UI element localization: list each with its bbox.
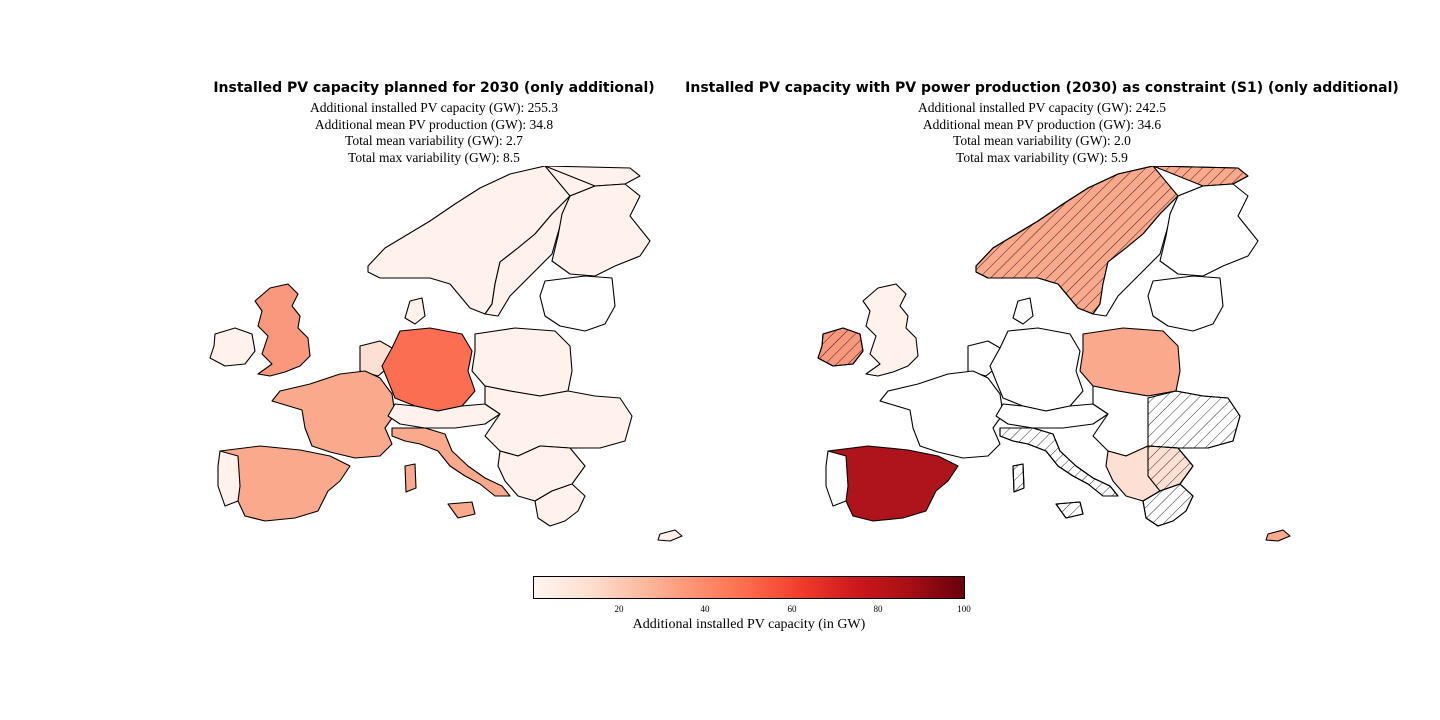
country-portugal [825,450,849,507]
hatch-eastern-europe [1147,390,1241,449]
country-finland [551,183,651,277]
country-france [879,370,1004,459]
country-greece [534,483,586,527]
colorbar-tick-20: 20 [614,604,624,614]
country-finland [1159,183,1259,277]
left-stat-production: Additional mean PV production (GW): 34.8 [314,116,554,132]
country-eastern-europe [484,385,633,457]
country-alpine-central [995,403,1109,429]
right-stat-production: Additional mean PV production (GW): 34.6 [922,116,1162,132]
left-map-title: Installed PV capacity planned for 2030 (… [213,80,655,96]
right-europe-map [817,166,1291,542]
colorbar-tick-60: 60 [787,604,797,614]
country-uk [254,283,311,377]
left-stats: Additional installed PV capacity (GW): 2… [310,100,558,166]
right-stat-mean-variability: Total mean variability (GW): 2.0 [953,133,1131,148]
right-stat-capacity: Additional installed PV capacity (GW): 2… [918,100,1166,115]
left-stat-mean-variability: Total mean variability (GW): 2.7 [345,133,523,148]
country-baltics [1147,275,1224,332]
colorbar-tick-40: 40 [700,604,710,614]
country-poland [471,327,573,397]
country-cyprus [657,529,683,542]
right-map-title: Installed PV capacity with PV power prod… [685,80,1399,96]
country-germany [381,327,476,412]
hatch-ireland [817,327,864,367]
country-denmark [404,297,426,325]
country-france [271,370,396,459]
country-portugal [217,450,241,507]
country-uk [862,283,919,377]
country-germany [989,327,1084,412]
country-italy-sicily [447,501,476,519]
country-italy [391,427,511,497]
hatch-italy [999,427,1119,497]
country-baltics [539,275,616,332]
hatch-italy-sicily [1055,501,1084,519]
country-denmark [1012,297,1034,325]
left-europe-map [209,166,683,542]
colorbar-gradient [533,576,965,599]
country-cyprus [1265,529,1291,542]
country-poland [1079,327,1181,397]
hatch-greece [1142,483,1194,527]
country-ireland [209,327,256,367]
country-italy-sardinia [404,463,417,493]
left-stat-capacity: Additional installed PV capacity (GW): 2… [310,100,558,115]
colorbar-label: Additional installed PV capacity (in GW) [632,617,866,632]
hatch-italy-sardinia [1012,463,1025,493]
hatch-balkans [1147,445,1194,492]
left-stat-max-variability: Total max variability (GW): 8.5 [348,149,520,165]
country-alpine-central [387,403,501,429]
right-stats: Additional installed PV capacity (GW): 2… [918,100,1166,166]
colorbar [533,576,965,599]
right-stat-max-variability: Total max variability (GW): 5.9 [956,149,1128,165]
colorbar-tick-80: 80 [873,604,883,614]
colorbar-tick-100: 100 [957,604,971,614]
